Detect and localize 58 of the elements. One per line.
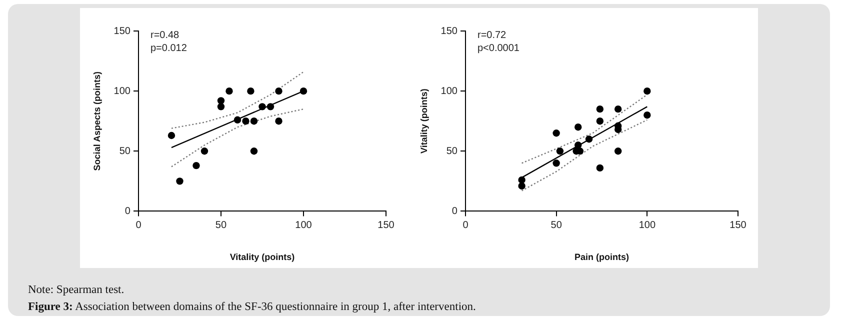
point (556, 148, 564, 155)
x-tick-label: 0 (136, 220, 142, 231)
y-axis-title: Social Aspects (points) (92, 72, 102, 171)
point (518, 182, 526, 190)
y-tick-label: 0 (124, 206, 131, 217)
x-tick-label: 0 (462, 220, 469, 231)
point (258, 103, 266, 110)
point (644, 111, 651, 119)
y-tick-label: 150 (440, 26, 458, 37)
annotation: r=0.48 (150, 30, 180, 41)
y-axis-title: Vitality (points) (418, 88, 429, 154)
point (168, 132, 176, 140)
point (247, 87, 254, 95)
x-tick-label: 150 (378, 220, 395, 231)
point (552, 160, 560, 167)
point (300, 87, 308, 95)
point (596, 164, 604, 172)
x-tick-label: 100 (295, 220, 312, 231)
x-tick-label: 50 (215, 220, 227, 231)
y-tick-label: 150 (114, 26, 131, 37)
point (518, 176, 526, 184)
text: Note: Spearman test. (28, 283, 126, 298)
point (596, 105, 604, 113)
point (275, 87, 282, 95)
point (552, 130, 560, 137)
point (226, 87, 233, 95)
x-tick-label: 50 (550, 220, 562, 231)
x-axis-title: Pain (points) (574, 252, 629, 262)
point (217, 103, 225, 110)
point (242, 118, 250, 125)
x-tick-label: 100 (638, 220, 656, 231)
point (200, 148, 208, 155)
x-tick-label: 150 (730, 220, 747, 231)
point (176, 178, 184, 185)
line-series (170, 108, 304, 168)
point (596, 118, 604, 125)
y-tick-label: 100 (114, 86, 131, 97)
point (266, 103, 274, 110)
x-axis-title: Vitality (points) (230, 252, 295, 262)
point (234, 116, 242, 124)
point (614, 105, 622, 113)
annotation: p<0.0001 (477, 42, 520, 54)
y-tick-label: 100 (440, 86, 458, 97)
point (574, 124, 582, 131)
y-tick-label: 0 (452, 206, 458, 217)
point (250, 118, 258, 125)
y-tick-label: 50 (446, 146, 458, 157)
annotation: p=0.012 (150, 42, 188, 54)
point (644, 87, 651, 95)
point (614, 148, 622, 155)
point (585, 136, 593, 143)
point (275, 118, 282, 125)
y-tick-label: 50 (119, 146, 131, 157)
line-series (170, 71, 304, 129)
point (250, 148, 258, 155)
caption: Figure 3: Association between domains of the SF-36 questionnaire in group 1, after intervention. (28, 300, 476, 315)
point (192, 162, 200, 170)
annotation: r=0.72 (477, 30, 507, 41)
